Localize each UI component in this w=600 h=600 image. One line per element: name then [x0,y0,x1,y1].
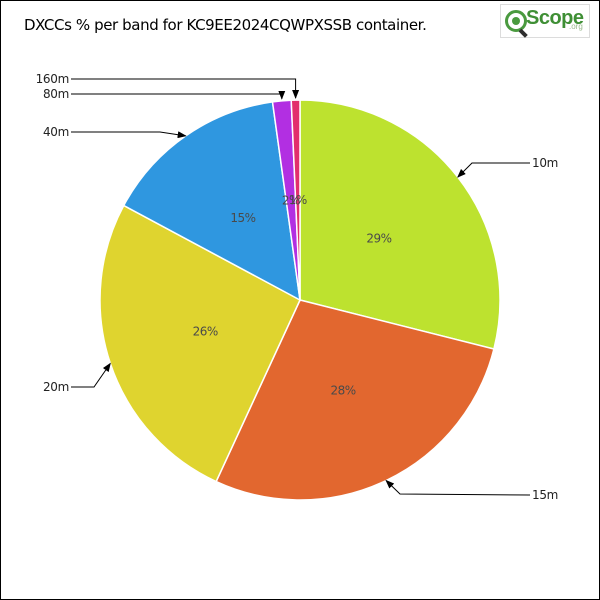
slice-percent-label-15m: 28% [331,383,356,397]
callout-line-10m [457,162,530,178]
slice-percent-label-20m: 26% [193,325,218,339]
callout-line-160m [71,78,300,99]
band-label-15m: 15m [532,488,558,502]
slice-percent-label-160m: 1% [289,193,307,207]
band-label-80m: 80m [43,87,69,101]
slice-percent-label-10m: 29% [366,232,391,246]
pie-slice-160m [290,99,301,301]
callout-line-20m [71,362,111,388]
band-label-10m: 10m [532,156,558,170]
callout-line-40m [71,131,187,139]
chart-title: DXCCs % per band for KC9EE2024CQWPXSSB c… [24,16,427,34]
band-label-160m: 160m [36,72,69,86]
callout-line-80m [71,90,286,100]
slice-percent-label-40m: 15% [230,211,255,225]
slice-percent-label-80m: 2% [282,193,300,207]
logo-suffix-text: .org [569,22,583,31]
callout-line-15m [385,479,531,496]
magnifier-icon [505,10,527,32]
qscope-logo: Scope .org [500,4,590,38]
band-label-20m: 20m [43,380,69,394]
logo-brand-text: Scope [526,7,584,29]
band-label-40m: 40m [43,125,69,139]
